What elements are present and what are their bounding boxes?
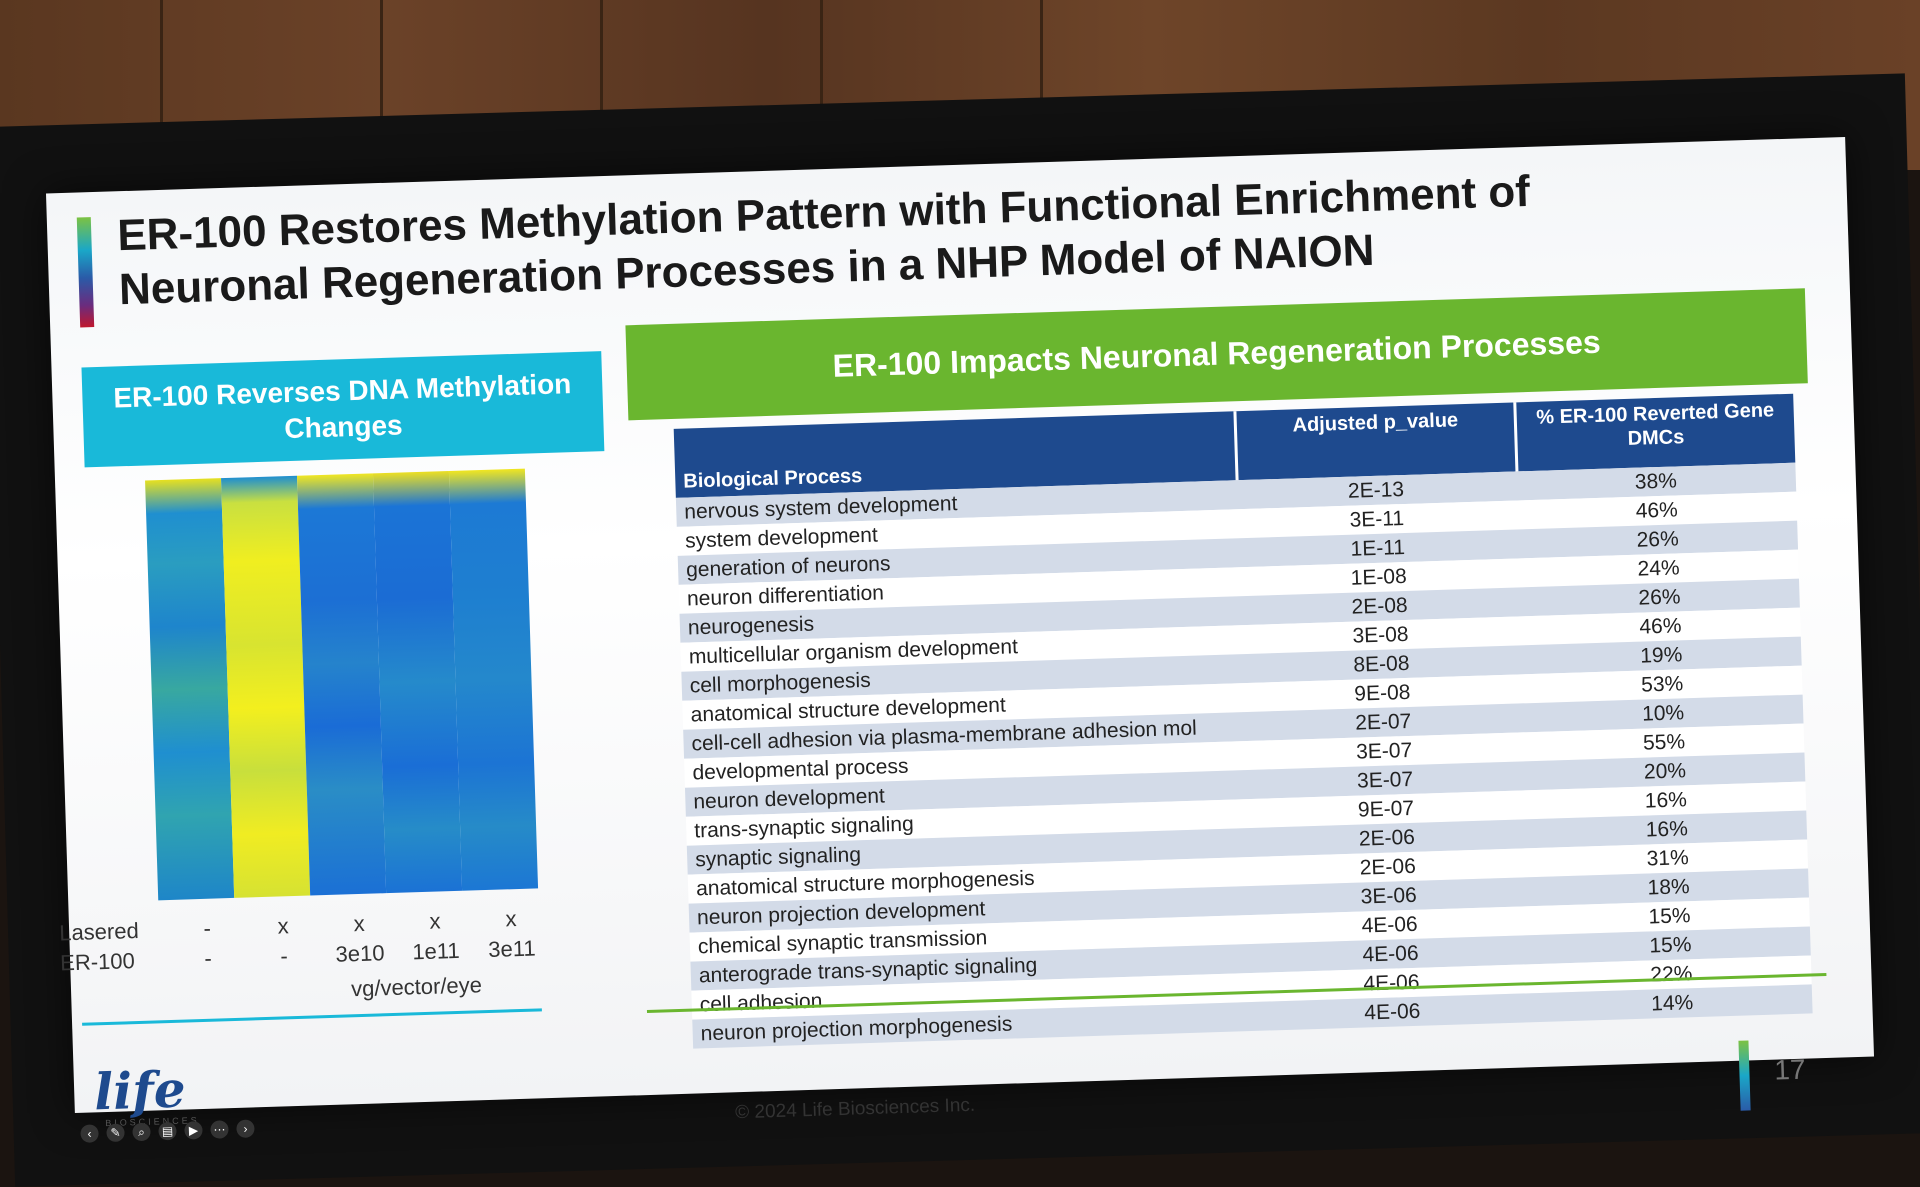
condition-cell: 3e10: [335, 940, 385, 967]
column-header: % ER-100 Reverted Gene DMCs: [1513, 393, 1796, 472]
page-number: 17: [1773, 1053, 1807, 1086]
page-accent-bar: [1738, 1040, 1751, 1111]
pen-icon[interactable]: ✎: [106, 1123, 125, 1143]
condition-cell: 3e11: [487, 935, 536, 962]
condition-cell: x: [429, 908, 441, 934]
heatmap-condition-labels: Lasered - x x x x ER-100 - - 3e10 1e11 3…: [59, 901, 621, 979]
wall-seam: [820, 0, 823, 170]
divider: [82, 1008, 542, 1026]
dose-unit-label: vg/vector/eye: [350, 972, 483, 1002]
p-value-cell: 4E-06: [1363, 999, 1421, 1024]
condition-cell: x: [277, 913, 290, 939]
condition-cell: x: [505, 906, 517, 932]
row-label: ER-100: [59, 948, 136, 976]
reverted-percent-cell: 14%: [1650, 990, 1694, 1015]
table-body: nervous system development 2E-13 38% system…: [675, 462, 1813, 1049]
wall-seam: [380, 0, 383, 170]
slide-title: ER-100 Restores Methylation Pattern with…: [116, 166, 1531, 315]
condition-cell: -: [204, 945, 213, 971]
condition-cell: x: [353, 910, 365, 937]
enrichment-table: Biological Process Adjusted p_value % ER…: [673, 393, 1813, 1049]
heatmap-column: [296, 473, 387, 896]
wall-seam: [1040, 0, 1043, 170]
presentation-slide: ER-100 Restores Methylation Pattern with…: [45, 136, 1875, 1143]
wall-seam: [600, 0, 603, 170]
heatmap-column: [221, 475, 311, 898]
camera-icon[interactable]: ▶: [184, 1121, 203, 1140]
column-header: Adjusted p_value: [1233, 402, 1516, 481]
more-icon[interactable]: ⋯: [210, 1120, 229, 1139]
methylation-heatmap: [145, 468, 539, 901]
title-accent-bar: [76, 217, 95, 328]
zoom-icon[interactable]: ⌕: [132, 1122, 151, 1142]
heatmap-column: [448, 468, 539, 891]
wall-seam: [160, 0, 163, 170]
back-icon[interactable]: ‹: [80, 1124, 99, 1143]
forward-icon[interactable]: ›: [236, 1119, 255, 1138]
condition-cell: -: [279, 943, 289, 969]
condition-cell: 1e11: [411, 937, 461, 965]
heatmap-column: [372, 470, 463, 894]
life-logo: life: [93, 1059, 187, 1122]
row-label: Lasered: [58, 917, 140, 946]
heatmap-column: [145, 478, 235, 901]
cc-icon[interactable]: ▤: [158, 1121, 177, 1141]
heatmap-header: ER-100 Reverses DNA Methylation Changes: [81, 351, 605, 468]
condition-cell: -: [203, 915, 212, 941]
